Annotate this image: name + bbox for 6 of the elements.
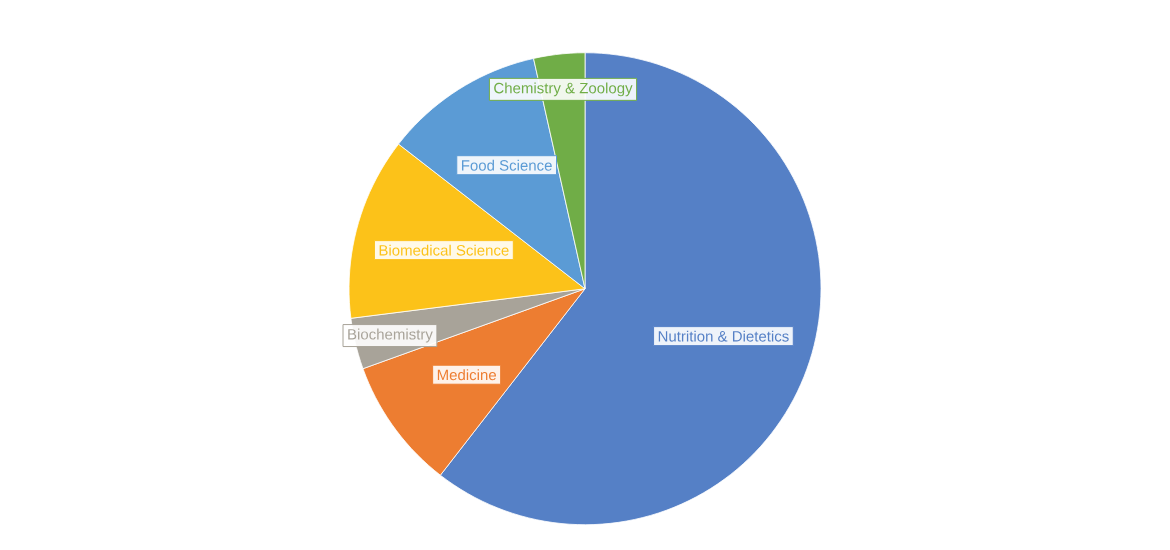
slice-label: Biochemistry [348,328,433,343]
slice-label: Medicine [437,369,496,381]
slice-label: Nutrition & Dietetics [658,330,789,342]
slice-label: Food Science [461,159,552,171]
slice-label: Biomedical Science [379,244,509,256]
slice-label: Chemistry & Zoology [494,82,633,97]
